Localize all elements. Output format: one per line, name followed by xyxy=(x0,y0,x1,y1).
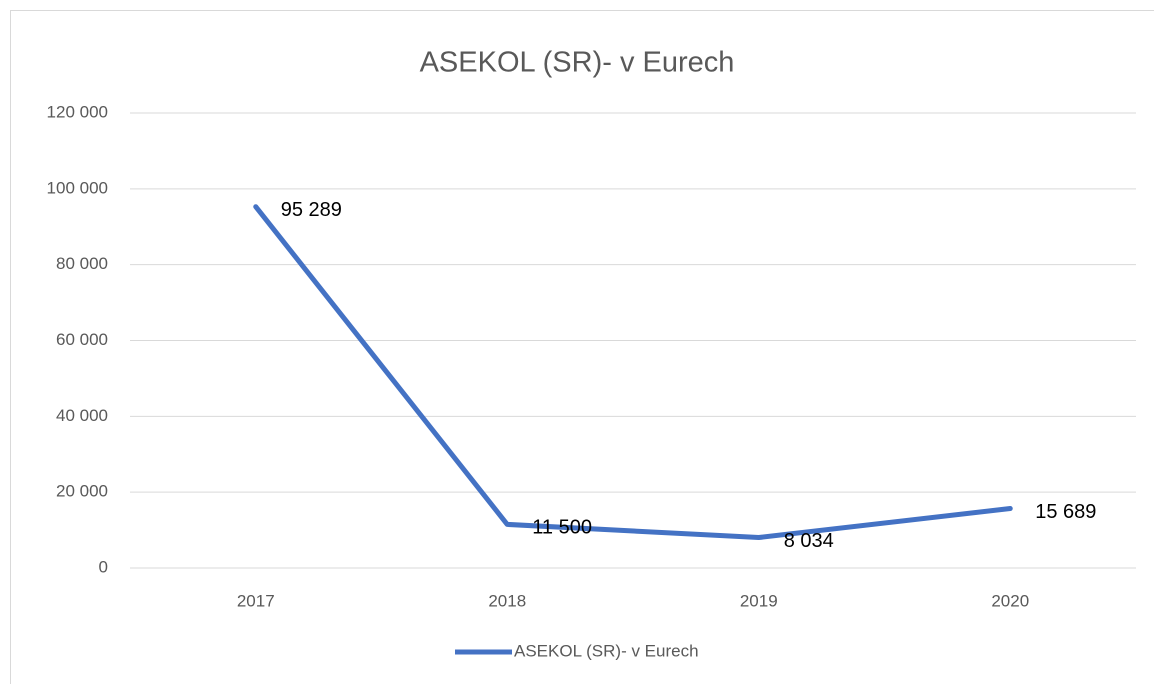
y-tick-label: 0 xyxy=(99,557,108,576)
y-tick-label: 120 000 xyxy=(47,102,108,121)
x-tick-label: 2019 xyxy=(740,591,778,610)
y-tick-label: 80 000 xyxy=(56,254,108,273)
chart-border xyxy=(10,10,1154,684)
y-tick-label: 60 000 xyxy=(56,330,108,349)
data-label: 11 500 xyxy=(532,517,592,539)
y-tick-label: 20 000 xyxy=(56,482,108,501)
x-tick-label: 2017 xyxy=(237,591,275,610)
y-tick-label: 100 000 xyxy=(47,178,108,197)
data-label: 95 289 xyxy=(281,199,342,221)
data-line xyxy=(253,204,1013,541)
x-tick-label: 2020 xyxy=(991,591,1029,610)
data-label: 15 689 xyxy=(1035,501,1096,523)
y-tick-label: 40 000 xyxy=(56,406,108,425)
chart-title: ASEKOL (SR)- v Eurech xyxy=(420,47,735,79)
x-tick-label: 2018 xyxy=(488,591,526,610)
data-label: 8 034 xyxy=(784,530,834,552)
legend-label: ASEKOL (SR)- v Eurech xyxy=(514,641,699,660)
